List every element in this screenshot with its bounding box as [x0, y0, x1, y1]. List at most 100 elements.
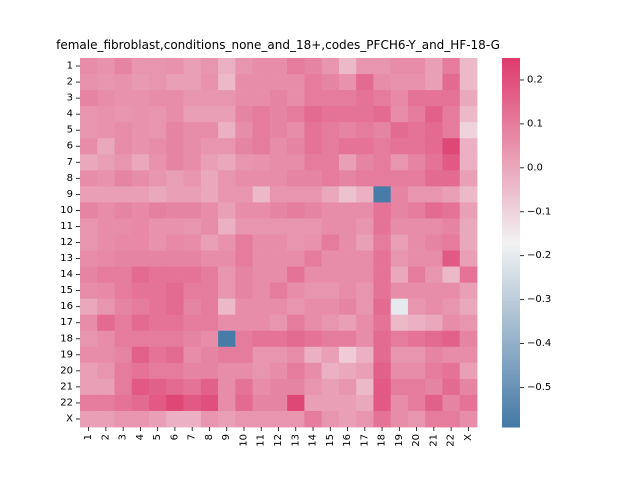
heatmap-cells [80, 58, 478, 428]
heatmap-cell [425, 298, 443, 316]
heatmap-cell [338, 362, 357, 380]
heatmap-cell [373, 106, 392, 123]
heatmap-cell [183, 266, 202, 284]
colorbar-segment [502, 343, 520, 348]
heatmap-cell [149, 298, 167, 316]
heatmap-cell [269, 394, 288, 412]
heatmap-cell [218, 154, 236, 171]
heatmap-cell [425, 234, 443, 251]
heatmap-cell [97, 266, 115, 284]
heatmap-cell [114, 186, 133, 203]
heatmap-cell [166, 234, 184, 251]
colorbar-segment [502, 79, 520, 84]
heatmap-cell [269, 314, 288, 332]
heatmap-cell [149, 378, 167, 396]
colorbar-segment [502, 177, 520, 182]
heatmap-cell [80, 106, 98, 123]
heatmap-cell [338, 314, 357, 332]
colorbar-segment [502, 181, 520, 185]
colorbar-segment [502, 368, 520, 373]
heatmap-cell [200, 330, 219, 348]
heatmap-cell [252, 378, 271, 396]
heatmap-cell [114, 362, 133, 380]
heatmap-cell [373, 202, 392, 219]
colorbar-segment [502, 350, 520, 354]
colorbar-segment [502, 125, 520, 130]
heatmap-cell [373, 410, 392, 428]
x-tick-label: 9 [221, 434, 232, 440]
heatmap-cell [407, 154, 426, 171]
heatmap-cell [459, 74, 478, 91]
heatmap-cell [356, 122, 374, 139]
heatmap-cell [407, 298, 426, 316]
heatmap-cell [80, 250, 98, 267]
colorbar-segment [502, 288, 520, 293]
heatmap-cell [390, 90, 409, 107]
heatmap-cell [269, 106, 288, 123]
heatmap-cell [269, 378, 288, 396]
heatmap-cell [149, 186, 167, 203]
heatmap-cell [321, 314, 340, 332]
heatmap-cell [183, 394, 202, 412]
heatmap-cell [304, 410, 323, 428]
heatmap-cell [459, 106, 478, 123]
heatmap-cell [338, 106, 357, 123]
heatmap-cell [287, 138, 305, 155]
heatmap-cell [321, 330, 340, 348]
heatmap-cell [166, 346, 184, 364]
heatmap-cell [442, 298, 461, 316]
heatmap-cell [252, 186, 271, 203]
heatmap-cell [269, 330, 288, 348]
heatmap-cell [321, 106, 340, 123]
heatmap-cell [373, 378, 392, 396]
heatmap-cell [97, 90, 115, 107]
heatmap-cell [442, 154, 461, 171]
y-tick-label: 16 [60, 301, 73, 312]
heatmap-cell [373, 218, 392, 235]
y-tick-label: 7 [67, 157, 73, 168]
y-tick-label: 1 [67, 61, 73, 72]
heatmap-cell [338, 122, 357, 139]
heatmap-cell [252, 330, 271, 348]
heatmap-cell [442, 362, 461, 380]
heatmap-cell [131, 394, 150, 412]
heatmap-cell [442, 106, 461, 123]
heatmap-cell [321, 154, 340, 171]
x-tick-label: 19 [394, 434, 405, 447]
heatmap-cell [166, 378, 184, 396]
heatmap-cell [166, 410, 184, 428]
heatmap-cell [149, 266, 167, 284]
heatmap-cell [114, 170, 133, 187]
heatmap-cell [407, 202, 426, 219]
colorbar-segment [502, 174, 520, 179]
y-tick-label: 22 [60, 397, 73, 408]
colorbar-tick-label: 0.0 [527, 162, 543, 173]
heatmap-cell [183, 234, 202, 251]
heatmap-cell [356, 58, 374, 75]
colorbar-segment [502, 380, 520, 385]
colorbar-segment [502, 187, 520, 191]
heatmap-cell [166, 154, 184, 171]
heatmap-cell [459, 218, 478, 235]
heatmap-cell [338, 58, 357, 75]
heatmap-cell [321, 410, 340, 428]
heatmap-cell [97, 394, 115, 412]
heatmap-cell [442, 394, 461, 412]
heatmap-cell [338, 154, 357, 171]
heatmap-cell [459, 234, 478, 251]
heatmap-cell [80, 154, 98, 171]
colorbar-segment [502, 408, 520, 413]
heatmap-cell [218, 58, 236, 75]
heatmap-cell [442, 90, 461, 107]
heatmap-cell [218, 330, 236, 348]
heatmap-cell [252, 74, 271, 91]
colorbar-segment [502, 260, 520, 265]
heatmap-cell [338, 138, 357, 155]
heatmap-cell [80, 138, 98, 155]
heatmap-cell [269, 74, 288, 91]
heatmap-cell [200, 138, 219, 155]
heatmap-cell [442, 122, 461, 139]
heatmap-cell [183, 314, 202, 332]
heatmap-cell [218, 74, 236, 91]
colorbar-segment [502, 104, 520, 108]
